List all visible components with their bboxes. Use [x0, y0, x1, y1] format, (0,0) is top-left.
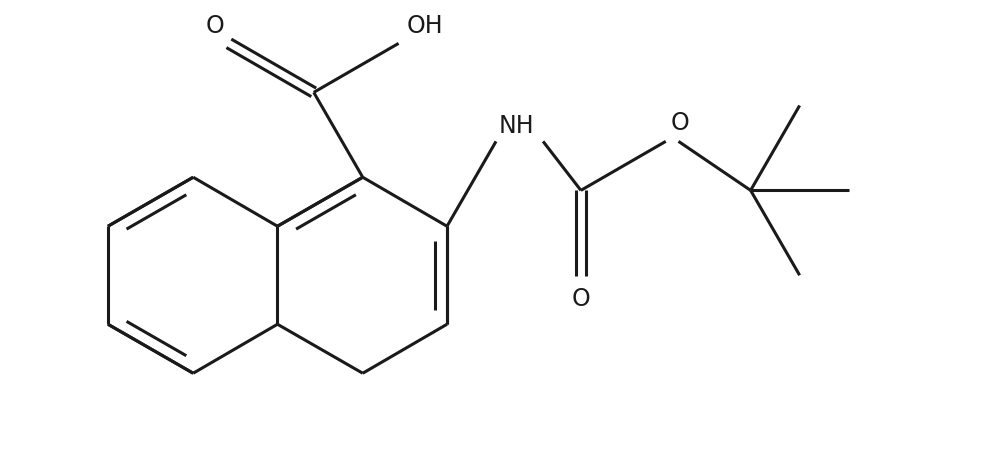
Text: O: O — [572, 288, 590, 311]
Text: OH: OH — [407, 14, 443, 39]
Text: O: O — [671, 110, 690, 135]
Text: NH: NH — [499, 114, 535, 139]
Text: O: O — [205, 14, 224, 39]
